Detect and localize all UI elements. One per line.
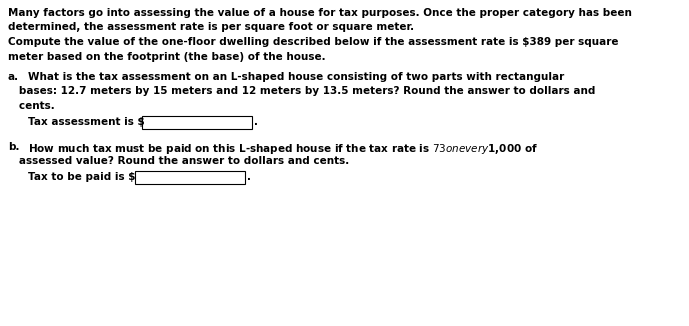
- Text: What is the tax assessment on an L-shaped house consisting of two parts with rec: What is the tax assessment on an L-shape…: [28, 72, 564, 82]
- Text: cents.: cents.: [8, 101, 54, 111]
- Text: bases: 12.7 meters by 15 meters and 12 meters by 13.5 meters? Round the answer t: bases: 12.7 meters by 15 meters and 12 m…: [8, 86, 595, 96]
- Text: determined, the assessment rate is per square foot or square meter.: determined, the assessment rate is per s…: [8, 22, 414, 33]
- Text: a.: a.: [8, 72, 19, 82]
- Text: Compute the value of the one-floor dwelling described below if the assessment ra: Compute the value of the one-floor dwell…: [8, 37, 619, 47]
- Bar: [142, 116, 252, 129]
- Text: Many factors go into assessing the value of a house for tax purposes. Once the p: Many factors go into assessing the value…: [8, 8, 632, 18]
- Text: .: .: [254, 117, 258, 127]
- Text: How much tax must be paid on this L-shaped house if the tax rate is $73 on every: How much tax must be paid on this L-shap…: [28, 141, 538, 156]
- Text: b.: b.: [8, 141, 19, 152]
- Text: Tax to be paid is $: Tax to be paid is $: [28, 172, 136, 182]
- Bar: [135, 171, 245, 184]
- Text: .: .: [247, 172, 251, 182]
- Text: Tax assessment is $: Tax assessment is $: [28, 117, 145, 127]
- Text: assessed value? Round the answer to dollars and cents.: assessed value? Round the answer to doll…: [8, 156, 349, 166]
- Text: meter based on the footprint (the base) of the house.: meter based on the footprint (the base) …: [8, 52, 326, 62]
